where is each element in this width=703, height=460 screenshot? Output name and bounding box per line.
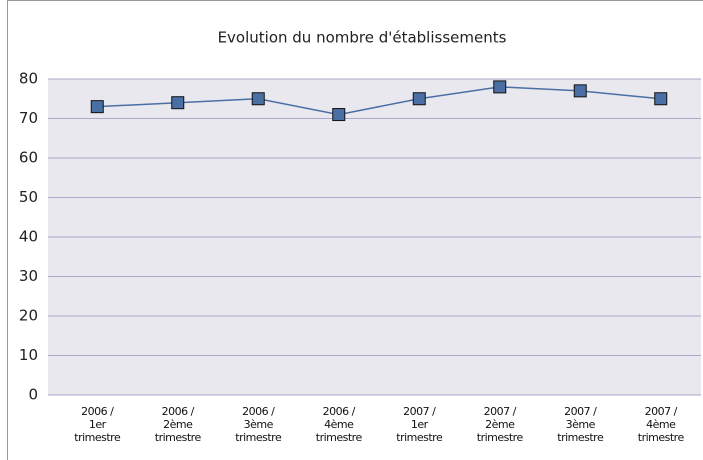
point-marker <box>251 92 265 106</box>
point-marker <box>90 100 104 114</box>
y-tick-label: 10 <box>19 346 38 364</box>
x-tick-label: 2006 / 3ème trimestre <box>235 405 282 444</box>
y-tick-label: 80 <box>19 70 38 88</box>
point-marker <box>412 92 426 106</box>
x-tick-label: 2007 / 3ème trimestre <box>557 405 604 444</box>
x-tick-label: 2007 / 1er trimestre <box>396 405 443 444</box>
y-tick-label: 60 <box>19 149 38 167</box>
y-tick-label: 50 <box>19 188 38 206</box>
point-marker <box>573 84 587 98</box>
y-tick-label: 70 <box>19 109 38 127</box>
y-tick-label: 40 <box>19 228 38 246</box>
point-marker <box>654 92 668 106</box>
x-tick-label: 2006 / 4ème trimestre <box>315 405 362 444</box>
point-marker <box>171 96 185 110</box>
point-marker <box>332 108 346 122</box>
chart-title: Evolution du nombre d'établissements <box>218 29 507 47</box>
x-tick-label: 2006 / 1er trimestre <box>74 405 121 444</box>
y-tick-label: 0 <box>28 386 38 404</box>
y-tick-label: 30 <box>19 267 38 285</box>
point-marker <box>493 80 507 94</box>
x-tick-label: 2006 / 2ème trimestre <box>154 405 201 444</box>
y-tick-label: 20 <box>19 307 38 325</box>
x-tick-label: 2007 / 2ème trimestre <box>476 405 523 444</box>
x-tick-label: 2007 / 4ème trimestre <box>637 405 684 444</box>
series-line <box>97 86 661 116</box>
